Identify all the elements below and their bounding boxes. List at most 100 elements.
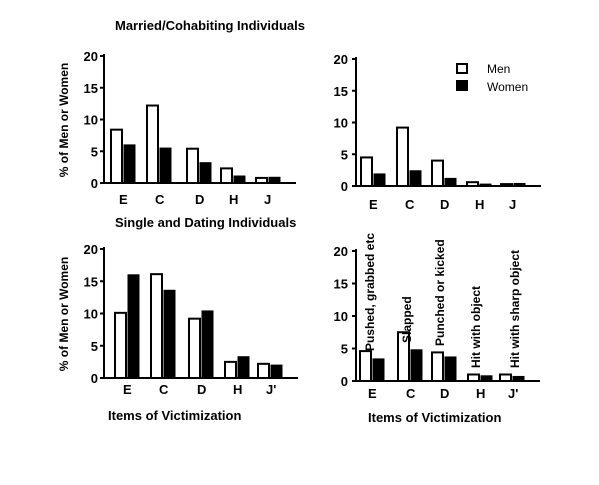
y-tick-label: 15 bbox=[334, 277, 348, 292]
bar-men-D bbox=[431, 351, 444, 382]
bar-women-D bbox=[444, 177, 457, 187]
y-tick-label: 5 bbox=[91, 144, 98, 159]
x-tick-label: C bbox=[155, 192, 165, 207]
bar-women-H bbox=[480, 375, 493, 382]
y-tick-label: 10 bbox=[84, 307, 98, 322]
single-title: Single and Dating Individuals bbox=[115, 215, 296, 230]
bar-women-J bbox=[268, 176, 281, 184]
x-tick-label: J' bbox=[266, 382, 276, 397]
legend-men-label: Men bbox=[487, 62, 510, 76]
y-tick-label: 15 bbox=[334, 84, 348, 99]
x-tick-label: E bbox=[369, 197, 378, 212]
bar-women-C bbox=[410, 349, 423, 382]
chart-panel-3: 0 5 10 15 20 E C D H J' bbox=[84, 242, 298, 397]
y-axis-label-top: % of Men or Women bbox=[57, 63, 71, 177]
x-tick-label: J bbox=[264, 192, 271, 207]
y-tick-label: 5 bbox=[341, 147, 348, 162]
x-tick-label: D bbox=[440, 197, 449, 212]
x-tick-label: C bbox=[159, 382, 169, 397]
chart-panel-2: 0 5 10 15 20 E C D H J bbox=[334, 52, 541, 212]
x-tick-label: J bbox=[509, 197, 516, 212]
bar-men-E bbox=[110, 128, 123, 185]
x-tick-label: E bbox=[123, 382, 132, 397]
married-title: Married/Cohabiting Individuals bbox=[115, 18, 305, 33]
bar-women-C bbox=[159, 147, 172, 184]
bar-women-H bbox=[233, 175, 246, 184]
y-tick-label: 20 bbox=[84, 49, 98, 64]
x-axis-label-bottom-right: Items of Victimization bbox=[368, 410, 501, 425]
bar-women-D bbox=[444, 356, 457, 382]
legend: Men Women bbox=[456, 62, 528, 94]
x-tick-label: H bbox=[233, 382, 242, 397]
bar-women-E bbox=[372, 358, 385, 382]
chart-panel-4: 0 5 10 15 20 E C D H J' bbox=[334, 244, 540, 401]
bar-women-E bbox=[127, 274, 140, 379]
y-tick-label: 20 bbox=[84, 242, 98, 257]
x-tick-label: H bbox=[475, 197, 484, 212]
y-tick-label: 10 bbox=[84, 113, 98, 128]
y-axis-label-bottom: % of Men or Women bbox=[57, 257, 71, 371]
legend-women-swatch bbox=[456, 80, 468, 91]
y-tick-label: 0 bbox=[91, 371, 98, 386]
bar-men-H bbox=[466, 181, 479, 188]
bar-men-Jprime bbox=[499, 373, 512, 382]
x-axis-label-bottom-left: Items of Victimization bbox=[108, 408, 241, 423]
item-annotation: Punched or kicked bbox=[433, 239, 447, 346]
y-tick-label: 10 bbox=[334, 116, 348, 131]
y-tick-label: 20 bbox=[334, 52, 348, 67]
y-tick-label: 15 bbox=[84, 81, 98, 96]
x-tick-label: D bbox=[197, 382, 206, 397]
y-tick-label: 5 bbox=[341, 342, 348, 357]
legend-men-swatch bbox=[456, 63, 468, 74]
bar-men-J bbox=[500, 183, 513, 188]
bar-women-Jprime bbox=[512, 375, 525, 382]
bar-men-H bbox=[467, 373, 480, 382]
bar-women-D bbox=[199, 162, 212, 184]
bar-women-E bbox=[373, 173, 386, 187]
chart-panel-1: 0 5 10 15 20 E C D H J bbox=[84, 49, 296, 207]
x-tick-label: C bbox=[406, 386, 416, 401]
bar-men-Jprime bbox=[257, 362, 270, 379]
legend-women-label: Women bbox=[487, 80, 528, 94]
item-annotation: Hit with sharp object bbox=[508, 250, 522, 368]
y-tick-label: 10 bbox=[334, 309, 348, 324]
y-tick-label: 20 bbox=[334, 244, 348, 259]
x-tick-label: H bbox=[229, 192, 238, 207]
bar-women-C bbox=[409, 170, 422, 187]
x-tick-label: C bbox=[405, 197, 415, 212]
y-tick-label: 0 bbox=[341, 179, 348, 194]
bar-women-H bbox=[237, 356, 250, 379]
x-tick-label: D bbox=[195, 192, 204, 207]
bar-women-J bbox=[513, 182, 526, 187]
bar-women-C bbox=[163, 289, 176, 379]
y-tick-label: 5 bbox=[91, 339, 98, 354]
bar-men-H bbox=[220, 167, 233, 185]
item-annotation: Slapped bbox=[400, 296, 414, 343]
bar-men-E bbox=[360, 156, 373, 188]
bar-men-D bbox=[431, 159, 444, 188]
bar-men-C bbox=[146, 104, 159, 184]
bar-men-C bbox=[150, 273, 163, 379]
bar-women-D bbox=[201, 310, 214, 379]
bar-men-E bbox=[359, 350, 372, 383]
item-annotation: Hit with object bbox=[469, 286, 483, 368]
bar-men-D bbox=[186, 147, 199, 185]
x-tick-label: E bbox=[368, 386, 377, 401]
y-tick-label: 0 bbox=[91, 176, 98, 191]
x-tick-label: D bbox=[440, 386, 449, 401]
bar-men-D bbox=[188, 317, 201, 380]
y-tick-label: 15 bbox=[84, 274, 98, 289]
x-tick-label: J' bbox=[508, 386, 518, 401]
bar-women-Jprime bbox=[270, 364, 283, 379]
bar-women-E bbox=[123, 144, 136, 184]
y-tick-label: 0 bbox=[341, 374, 348, 389]
bar-men-C bbox=[396, 126, 409, 187]
bar-men-E bbox=[114, 311, 127, 380]
bar-women-H bbox=[479, 183, 492, 187]
item-annotation: Pushed, grabbed etc bbox=[363, 233, 377, 351]
x-tick-label: H bbox=[476, 386, 485, 401]
bar-men-H bbox=[224, 360, 237, 379]
bar-men-J bbox=[255, 176, 268, 184]
x-tick-label: E bbox=[119, 192, 128, 207]
